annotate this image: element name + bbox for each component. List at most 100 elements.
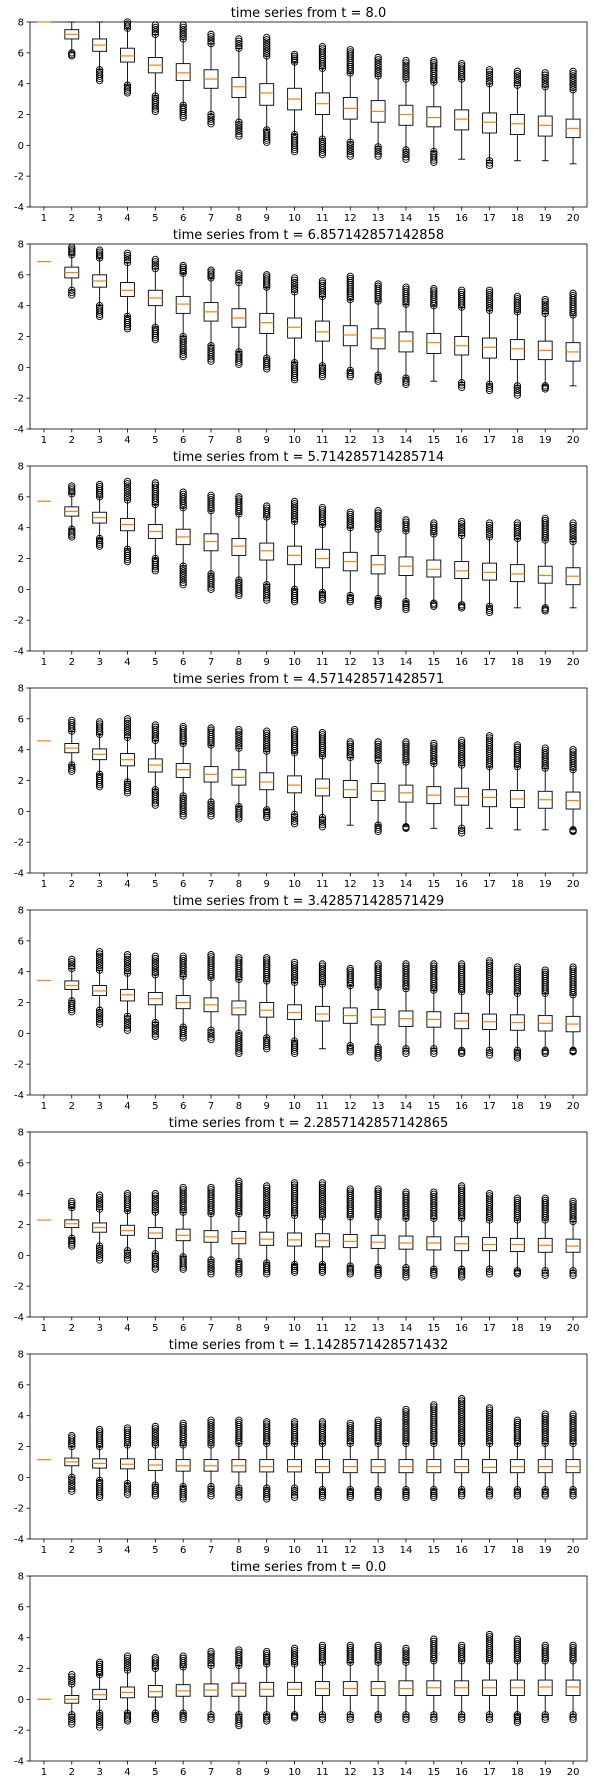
- box-3: [92, 947, 108, 1028]
- flier-upper: [513, 1420, 522, 1429]
- flier-upper: [458, 1395, 466, 1403]
- flier-lower: [151, 105, 159, 113]
- flier-lower: [68, 1242, 76, 1250]
- flier-lower: [318, 1486, 327, 1494]
- flier-lower: [179, 576, 187, 584]
- flier-lower: [541, 1713, 549, 1721]
- flier-lower: [346, 1487, 354, 1496]
- y-tick-label: 0: [18, 141, 24, 152]
- x-tick-label: 11: [316, 879, 329, 890]
- box-6: [175, 21, 191, 122]
- flier-upper: [95, 952, 104, 960]
- flier-upper: [235, 739, 243, 748]
- flier-lower: [235, 1486, 243, 1495]
- flier-lower: [179, 581, 187, 589]
- flier-upper: [151, 961, 159, 970]
- y-tick-label: 8: [18, 240, 24, 251]
- flier-upper: [346, 967, 354, 975]
- box-iqr: [175, 763, 191, 778]
- y-tick-label: -4: [14, 1535, 24, 1546]
- flier-upper: [402, 516, 410, 524]
- y-tick-label: 2: [18, 1664, 24, 1675]
- x-tick-label: 18: [511, 213, 524, 224]
- box-13: [370, 507, 386, 610]
- y-tick-label: -4: [14, 1091, 24, 1102]
- flier-upper: [290, 285, 299, 294]
- flier-upper: [151, 1425, 159, 1433]
- box-iqr: [259, 83, 275, 106]
- flier-upper: [569, 746, 577, 754]
- flier-lower: [513, 1713, 522, 1721]
- flier-lower: [95, 1008, 104, 1017]
- flier-lower: [374, 373, 382, 381]
- flier-lower: [513, 1270, 522, 1278]
- flier-upper: [207, 32, 215, 41]
- flier-upper: [374, 742, 382, 751]
- x-tick-label: 7: [208, 1101, 214, 1112]
- flier-lower: [263, 136, 271, 144]
- flier-upper: [318, 1645, 327, 1654]
- x-tick-label: 13: [372, 1101, 385, 1112]
- box-9: [259, 954, 275, 1053]
- flier-lower: [95, 1013, 104, 1021]
- x-tick-label: 14: [400, 435, 413, 446]
- flier-lower: [513, 382, 522, 390]
- flier-lower: [95, 1006, 104, 1014]
- flier-lower: [346, 595, 354, 604]
- flier-upper: [346, 276, 354, 285]
- box-12: [342, 964, 358, 1056]
- flier-upper: [207, 496, 215, 504]
- flier-upper: [374, 745, 382, 753]
- flier-upper: [95, 950, 104, 958]
- flier-lower: [95, 1251, 104, 1259]
- x-tick-label: 6: [180, 1323, 186, 1334]
- flier-upper: [430, 287, 438, 295]
- box-2: [64, 21, 80, 60]
- flier-lower: [318, 1260, 327, 1269]
- flier-upper: [513, 69, 522, 78]
- flier-upper: [374, 1187, 382, 1195]
- flier-lower: [569, 1267, 577, 1275]
- flier-upper: [151, 1199, 159, 1207]
- flier-lower: [95, 1718, 104, 1727]
- box-6: [175, 1652, 191, 1724]
- flier-lower: [68, 527, 76, 535]
- flier-upper: [402, 287, 410, 296]
- box-16: [454, 1395, 470, 1500]
- flier-lower: [179, 1495, 187, 1503]
- flier-lower: [235, 132, 243, 140]
- box-iqr: [175, 63, 191, 82]
- flier-lower: [123, 1488, 132, 1496]
- flier-upper: [68, 1201, 76, 1210]
- flier-lower: [374, 594, 382, 603]
- flier-upper: [235, 269, 243, 277]
- x-tick-label: 13: [372, 435, 385, 446]
- y-tick-label: 8: [18, 1128, 24, 1139]
- box-5: [147, 21, 163, 116]
- flier-upper: [318, 1643, 327, 1652]
- flier-upper: [151, 258, 159, 266]
- flier-upper: [179, 1654, 187, 1662]
- flier-upper: [179, 488, 187, 496]
- flier-upper: [235, 497, 243, 505]
- flier-lower: [374, 145, 382, 153]
- box-17: [482, 286, 497, 395]
- box-12: [342, 1641, 358, 1724]
- flier-upper: [485, 1633, 494, 1641]
- y-tick-label: 8: [18, 462, 24, 473]
- flier-lower: [207, 1489, 215, 1498]
- flier-upper: [318, 962, 327, 970]
- flier-upper: [458, 1641, 466, 1650]
- flier-lower: [207, 805, 215, 813]
- flier-upper: [541, 305, 549, 313]
- flier-upper: [179, 32, 187, 41]
- flier-upper: [541, 307, 549, 315]
- box-iqr: [342, 780, 358, 798]
- box-8: [231, 725, 247, 823]
- box-9: [259, 1182, 275, 1278]
- flier-lower: [374, 1489, 382, 1498]
- box-iqr: [315, 320, 330, 342]
- flier-upper: [263, 954, 271, 962]
- flier-upper: [374, 509, 382, 517]
- x-tick-label: 17: [483, 1101, 496, 1112]
